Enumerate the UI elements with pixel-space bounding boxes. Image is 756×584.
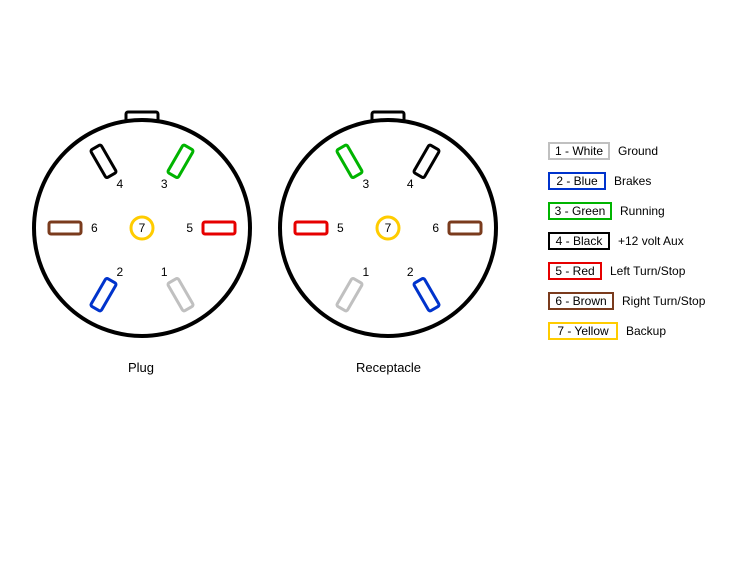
plug-pin-3-label: 3: [161, 177, 168, 191]
receptacle-pin-2-label: 2: [407, 265, 414, 279]
receptacle-pin-5: [295, 222, 327, 234]
legend-desc-3: Running: [620, 204, 665, 218]
legend-desc-4: +12 volt Aux: [618, 234, 684, 248]
legend-box-4: 4 - Black: [548, 232, 610, 250]
plug-pin-5: [203, 222, 235, 234]
plug-pin-6: [49, 222, 81, 234]
legend-row-4: 4 - Black +12 volt Aux: [548, 230, 684, 252]
receptacle-pin-4-label: 4: [407, 177, 414, 191]
legend-box-6: 6 - Brown: [548, 292, 614, 310]
legend-box-7: 7 - Yellow: [548, 322, 618, 340]
receptacle-label: Receptacle: [356, 360, 421, 375]
plug-pin-7-label: 7: [139, 221, 146, 235]
legend-box-2: 2 - Blue: [548, 172, 606, 190]
receptacle-pin-6: [449, 222, 481, 234]
receptacle-pin-3-label: 3: [363, 177, 370, 191]
plug-label: Plug: [128, 360, 154, 375]
plug-pin-2-label: 2: [117, 265, 124, 279]
legend-desc-6: Right Turn/Stop: [622, 294, 705, 308]
legend-desc-2: Brakes: [614, 174, 651, 188]
legend-desc-7: Backup: [626, 324, 666, 338]
legend-row-7: 7 - Yellow Backup: [548, 320, 666, 342]
receptacle-pin-5-label: 5: [337, 221, 344, 235]
plug-pin-4-label: 4: [117, 177, 124, 191]
plug-pin-5-label: 5: [186, 221, 193, 235]
legend-box-3: 3 - Green: [548, 202, 612, 220]
plug-pin-6-label: 6: [91, 221, 98, 235]
legend-row-6: 6 - Brown Right Turn/Stop: [548, 290, 705, 312]
legend-desc-1: Ground: [618, 144, 658, 158]
legend-row-5: 5 - Red Left Turn/Stop: [548, 260, 685, 282]
legend-row-3: 3 - Green Running: [548, 200, 665, 222]
receptacle-pin-6-label: 6: [432, 221, 439, 235]
legend-row-1: 1 - White Ground: [548, 140, 658, 162]
receptacle-pin-1-label: 1: [363, 265, 370, 279]
plug-pin-1-label: 1: [161, 265, 168, 279]
receptacle-pin-7-label: 7: [385, 221, 392, 235]
legend-row-2: 2 - Blue Brakes: [548, 170, 651, 192]
legend-box-5: 5 - Red: [548, 262, 602, 280]
legend-desc-5: Left Turn/Stop: [610, 264, 685, 278]
legend-box-1: 1 - White: [548, 142, 610, 160]
